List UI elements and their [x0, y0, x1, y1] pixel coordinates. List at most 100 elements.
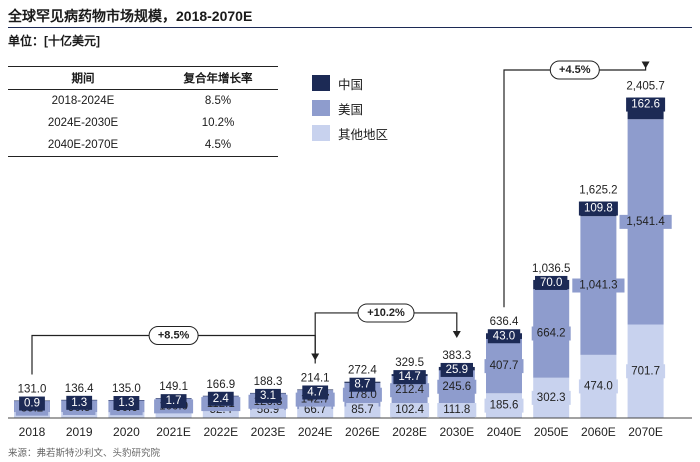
value-label-bg-china: [393, 370, 426, 385]
value-label-bg-us: [437, 379, 477, 394]
legend-item-us: 美国: [312, 97, 388, 119]
cagr-bubble-label: +8.5%: [158, 329, 190, 341]
value-label-bg-us: [390, 383, 430, 398]
value-label-china: 109.8: [584, 203, 613, 215]
cagr-arrow-head: [641, 61, 650, 69]
total-label: 136.4: [65, 383, 94, 395]
legend-swatch-us: [312, 100, 330, 116]
value-label-other: 474.0: [584, 380, 613, 392]
x-tick-label: 2021E: [156, 425, 191, 439]
total-label: 1,036.5: [532, 263, 570, 275]
cagr-bubble: [357, 303, 415, 323]
value-label-us: 178.0: [348, 389, 377, 401]
value-label-us: 212.4: [395, 384, 424, 396]
value-label-bg-china: [113, 396, 140, 411]
value-label-china: 3.1: [260, 390, 276, 402]
value-label-bg-other: [390, 403, 430, 417]
value-label-bg-china: [487, 329, 521, 344]
legend-label-other: 其他地区: [338, 127, 389, 142]
x-tick-label: 2070E: [628, 425, 663, 439]
value-label-bg-us: [484, 359, 524, 374]
chart-legend: 中国 美国 其他地区: [312, 72, 388, 147]
value-label-bg-us: [531, 326, 571, 341]
total-label: 1,625.2: [579, 185, 617, 197]
value-label-bg-china: [440, 362, 473, 377]
value-label-bg-other: [484, 398, 524, 413]
value-label-other: 701.7: [631, 365, 660, 377]
value-label-bg-other: [346, 403, 379, 417]
value-label-china: 0.9: [24, 398, 40, 410]
total-label: 135.0: [112, 383, 141, 395]
value-label-bg-other: [531, 390, 571, 405]
value-label-china: 8.7: [354, 379, 370, 391]
legend-item-china: 中国: [312, 72, 388, 94]
total-label: 272.4: [348, 365, 377, 377]
value-label-bg-other: [626, 364, 666, 379]
value-label-us: 1,041.3: [579, 280, 617, 292]
x-tick-label: 2050E: [534, 425, 569, 439]
legend-item-other: 其他地区: [312, 122, 388, 144]
x-tick-label: 2030E: [439, 425, 474, 439]
table-cell-cagr: 4.5%: [158, 134, 278, 157]
cagr-bubble: [148, 325, 199, 345]
value-label-bg-china: [626, 97, 666, 112]
value-label-china: 1.3: [71, 397, 87, 409]
value-label-china: 4.7: [307, 387, 323, 399]
legend-label-china: 中国: [338, 77, 364, 92]
total-label: 188.3: [254, 376, 283, 388]
value-label-china: 2.4: [213, 393, 230, 405]
value-label-bg-china: [349, 377, 376, 392]
x-tick-label: 2019: [66, 425, 93, 439]
value-label-bg-other: [578, 379, 618, 394]
title-divider: [8, 27, 692, 28]
value-label-us: 407.7: [490, 360, 519, 372]
x-tick-label: 2060E: [581, 425, 616, 439]
value-label-other: 66.7: [304, 404, 326, 416]
value-label-us: 1,541.4: [626, 216, 665, 228]
total-label: 329.5: [395, 357, 424, 369]
cagr-bubble-label: +10.2%: [367, 307, 405, 319]
table-header-cagr: 复合年增长率: [158, 66, 278, 90]
value-label-bg-other: [437, 403, 477, 417]
table-cell-cagr: 10.2%: [201, 117, 235, 129]
cagr-bubble: [549, 60, 600, 80]
value-label-us: 245.6: [442, 381, 471, 393]
value-label-bg-china: [19, 396, 45, 411]
cagr-arrow-head: [452, 330, 461, 338]
value-label-china: 1.3: [118, 397, 134, 409]
value-label-other: 102.4: [395, 404, 424, 416]
table-row: 2024E-2030E 10.2%: [8, 112, 278, 134]
legend-label-us: 美国: [338, 102, 364, 117]
x-tick-label: 2024E: [298, 425, 333, 439]
value-label-bg-china: [207, 391, 234, 406]
table-header-period: 期间: [8, 66, 158, 90]
value-label-other: 185.6: [490, 400, 519, 412]
unit-label: 单位：[十亿美元]: [8, 34, 100, 48]
value-label-bg-china: [535, 275, 568, 290]
value-label-china: 14.7: [398, 371, 420, 383]
value-label-china: 70.0: [540, 277, 562, 289]
value-label-china: 162.6: [631, 99, 660, 111]
table-cell-period: 2018-2024E: [51, 95, 115, 107]
total-label: 2,405.7: [626, 81, 664, 93]
value-label-bg-china: [578, 201, 618, 216]
table-cell-period: 2040E-2070E: [8, 134, 158, 157]
x-tick-label: 2023E: [251, 425, 286, 439]
cagr-bubble-label: +4.5%: [559, 64, 591, 76]
cagr-table: 期间 复合年增长率 2018-2024E 8.5% 2024E-2030E 10…: [8, 66, 278, 157]
table-row: 2040E-2070E 4.5%: [8, 134, 278, 157]
table-cell-period: 2024E-2030E: [47, 117, 119, 129]
x-tick-label: 2018: [19, 425, 46, 439]
x-tick-label: 2022E: [203, 425, 238, 439]
total-label: 636.4: [490, 316, 519, 328]
x-tick-label: 2020: [113, 425, 140, 439]
x-tick-label: 2026E: [345, 425, 380, 439]
total-label: 149.1: [159, 381, 188, 393]
legend-swatch-china: [312, 75, 330, 91]
value-label-bg-china: [255, 388, 281, 403]
cagr-bracket-line: [503, 65, 647, 308]
value-label-bg-china: [302, 385, 329, 400]
value-label-us: 664.2: [537, 328, 566, 340]
value-label-bg-china: [160, 394, 187, 409]
